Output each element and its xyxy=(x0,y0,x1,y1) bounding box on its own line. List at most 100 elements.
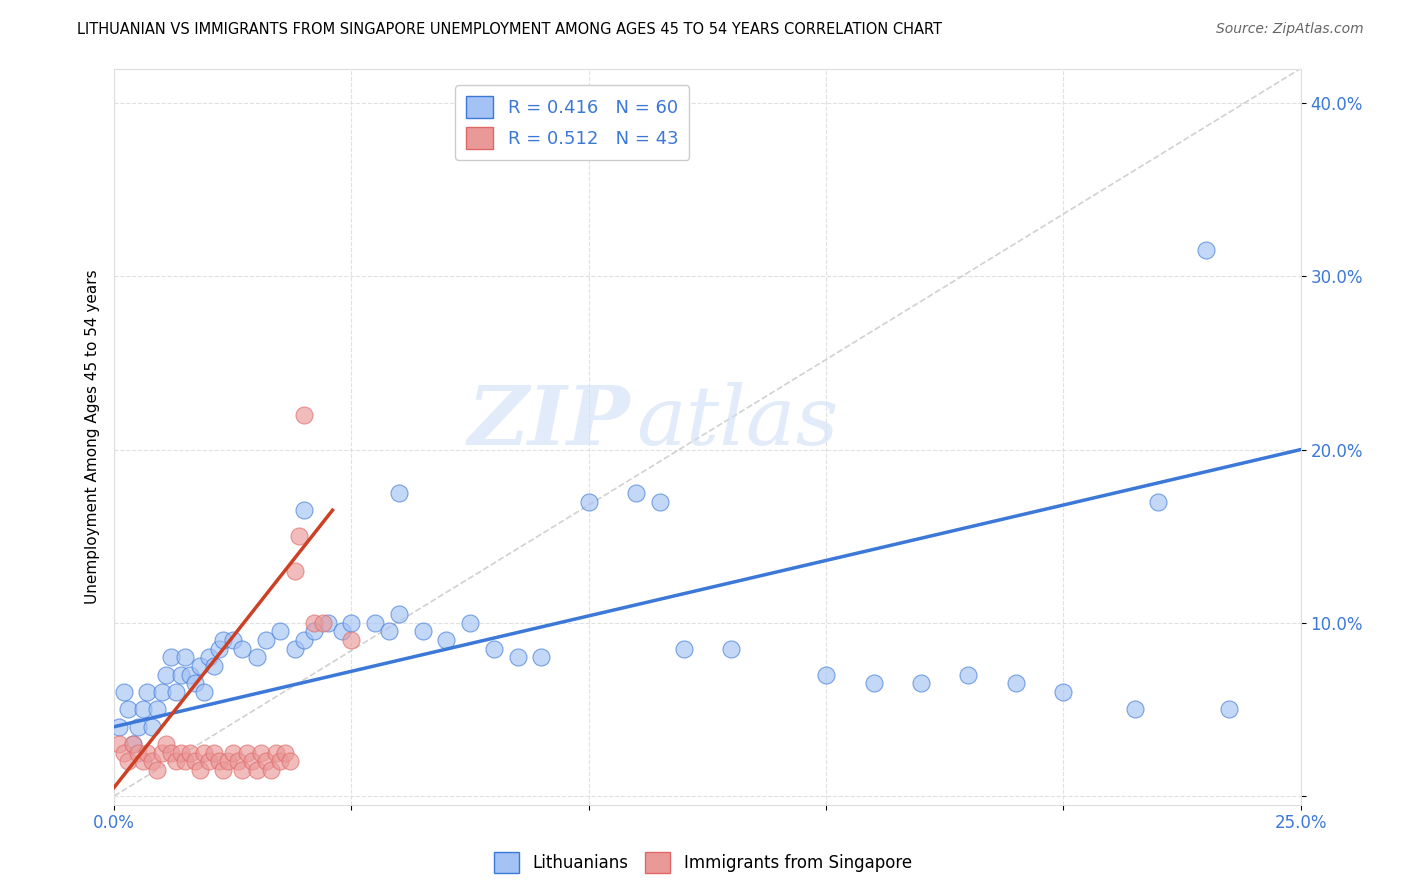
Point xyxy=(231,641,253,656)
Point xyxy=(330,624,353,639)
Point xyxy=(292,408,315,422)
Point xyxy=(815,667,838,681)
Point xyxy=(193,685,215,699)
Point xyxy=(198,650,221,665)
Point xyxy=(506,650,529,665)
Point xyxy=(388,486,411,500)
Point xyxy=(202,746,225,760)
Point xyxy=(482,641,505,656)
Point xyxy=(150,746,173,760)
Point xyxy=(957,667,980,681)
Point xyxy=(222,746,245,760)
Point xyxy=(245,763,267,777)
Point xyxy=(108,737,131,751)
Point xyxy=(288,529,311,543)
Point xyxy=(136,685,159,699)
Point xyxy=(127,720,149,734)
Y-axis label: Unemployment Among Ages 45 to 54 years: Unemployment Among Ages 45 to 54 years xyxy=(86,269,100,604)
Point xyxy=(165,685,187,699)
Text: atlas: atlas xyxy=(637,382,838,462)
Point xyxy=(862,676,884,690)
Point xyxy=(136,746,159,760)
Point xyxy=(340,615,363,630)
Point xyxy=(578,494,600,508)
Point xyxy=(146,763,169,777)
Point xyxy=(274,746,297,760)
Point xyxy=(174,755,197,769)
Point xyxy=(207,641,229,656)
Point xyxy=(212,633,235,648)
Point xyxy=(269,624,291,639)
Point xyxy=(160,746,183,760)
Point xyxy=(1147,494,1170,508)
Point xyxy=(292,503,315,517)
Point xyxy=(184,676,207,690)
Point xyxy=(141,755,163,769)
Point xyxy=(264,746,287,760)
Point xyxy=(672,641,695,656)
Point xyxy=(127,746,149,760)
Point xyxy=(302,615,325,630)
Point xyxy=(720,641,742,656)
Legend: R = 0.416   N = 60, R = 0.512   N = 43: R = 0.416 N = 60, R = 0.512 N = 43 xyxy=(456,85,689,160)
Point xyxy=(364,615,387,630)
Point xyxy=(131,755,153,769)
Point xyxy=(193,746,215,760)
Point xyxy=(179,746,201,760)
Point xyxy=(150,685,173,699)
Point xyxy=(1123,702,1146,716)
Point xyxy=(174,650,197,665)
Point xyxy=(222,633,245,648)
Point xyxy=(169,667,191,681)
Text: ZIP: ZIP xyxy=(468,382,630,462)
Point xyxy=(155,667,177,681)
Point xyxy=(217,755,239,769)
Point xyxy=(179,667,201,681)
Point xyxy=(245,650,267,665)
Point xyxy=(184,755,207,769)
Point xyxy=(112,685,135,699)
Point xyxy=(292,633,315,648)
Point xyxy=(155,737,177,751)
Point xyxy=(231,763,253,777)
Point xyxy=(530,650,553,665)
Point xyxy=(131,702,153,716)
Point xyxy=(910,676,932,690)
Point xyxy=(278,755,301,769)
Point xyxy=(316,615,339,630)
Point xyxy=(122,737,145,751)
Point xyxy=(112,746,135,760)
Point xyxy=(207,755,229,769)
Point xyxy=(169,746,191,760)
Point xyxy=(141,720,163,734)
Point xyxy=(388,607,411,622)
Point xyxy=(434,633,457,648)
Point xyxy=(160,650,183,665)
Point xyxy=(412,624,434,639)
Point xyxy=(260,763,283,777)
Point xyxy=(236,746,259,760)
Point xyxy=(283,564,305,578)
Point xyxy=(458,615,481,630)
Point xyxy=(269,755,291,769)
Point xyxy=(188,659,211,673)
Text: LITHUANIAN VS IMMIGRANTS FROM SINGAPORE UNEMPLOYMENT AMONG AGES 45 TO 54 YEARS C: LITHUANIAN VS IMMIGRANTS FROM SINGAPORE … xyxy=(77,22,942,37)
Point xyxy=(122,737,145,751)
Point xyxy=(1005,676,1028,690)
Point xyxy=(250,746,273,760)
Point xyxy=(1195,244,1218,258)
Point xyxy=(212,763,235,777)
Point xyxy=(226,755,249,769)
Point xyxy=(254,755,277,769)
Point xyxy=(202,659,225,673)
Point xyxy=(378,624,401,639)
Text: Source: ZipAtlas.com: Source: ZipAtlas.com xyxy=(1216,22,1364,37)
Point xyxy=(117,755,139,769)
Point xyxy=(165,755,187,769)
Point xyxy=(648,494,671,508)
Point xyxy=(240,755,263,769)
Point xyxy=(1052,685,1074,699)
Point xyxy=(283,641,305,656)
Legend: Lithuanians, Immigrants from Singapore: Lithuanians, Immigrants from Singapore xyxy=(488,846,918,880)
Point xyxy=(340,633,363,648)
